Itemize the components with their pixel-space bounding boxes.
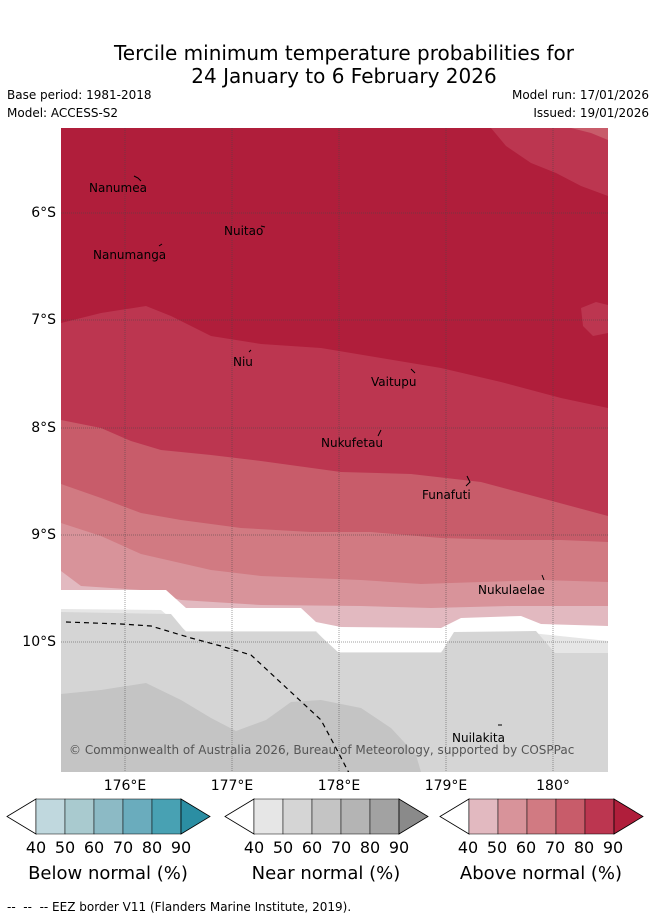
cb0-tick: 90 <box>170 838 192 857</box>
colorbar-low-extend <box>224 798 255 835</box>
island-nanumanga <box>158 243 163 247</box>
label-nukufetau: Nukufetau <box>321 436 383 450</box>
island-nanumea <box>133 175 142 182</box>
band-near-60 <box>61 683 421 772</box>
cb1-tick: 80 <box>359 838 381 857</box>
cb1-tick: 40 <box>243 838 265 857</box>
colorbar-high-extend <box>398 798 429 835</box>
cb1-tick: 50 <box>272 838 294 857</box>
lat-label-7s: 7°S <box>31 312 56 328</box>
band-above-80-ne <box>491 128 608 196</box>
cb0-tick: 60 <box>83 838 105 857</box>
colorbar-high-extend <box>613 798 644 835</box>
colorbar-segment <box>282 798 313 835</box>
colorbar-segment <box>93 798 124 835</box>
model-run: Model run: 17/01/2026 <box>511 88 649 102</box>
label-vaitupu: Vaitupu <box>371 375 417 389</box>
base-period: Base period: 1981-2018 <box>7 88 152 102</box>
lat-label-8s: 8°S <box>31 420 56 436</box>
colorbar-segment <box>64 798 95 835</box>
colorbar-segment <box>311 798 342 835</box>
patch-above-80 <box>581 302 608 336</box>
colorbar-segment <box>555 798 586 835</box>
colorbar-below-normal <box>6 798 211 835</box>
label-niu: Niu <box>233 355 253 369</box>
island-niu <box>248 349 252 353</box>
cb0-tick: 50 <box>54 838 76 857</box>
island-funafuti <box>465 475 471 487</box>
cb0-tick: 80 <box>141 838 163 857</box>
label-nanumea: Nanumea <box>89 181 147 195</box>
issued-date: Issued: 19/01/2026 <box>533 106 649 120</box>
islands <box>133 175 545 726</box>
above-normal-title: Above normal (%) <box>459 863 623 884</box>
island-nukulaelae <box>541 574 545 581</box>
colorbar-segment <box>253 798 284 835</box>
lat-label-6s: 6°S <box>31 205 56 221</box>
probability-map: Nanumea Nuitao Nanumanga Niu Vaitupu Nuk… <box>61 128 608 772</box>
cb2-tick: 40 <box>457 838 479 857</box>
label-nanumanga: Nanumanga <box>93 248 166 262</box>
cb1-tick: 60 <box>301 838 323 857</box>
colorbar-high-extend <box>180 798 211 835</box>
island-vaitupu <box>410 368 416 374</box>
cb2-tick: 70 <box>544 838 566 857</box>
eez-border-line <box>65 621 350 772</box>
cb0-tick: 70 <box>112 838 134 857</box>
colorbar-segment <box>584 798 615 835</box>
colorbar-segment <box>35 798 66 835</box>
model-name: Model: ACCESS-S2 <box>7 106 119 120</box>
island-nukufetau <box>377 429 382 437</box>
lon-label-179e: 179°E <box>424 778 468 794</box>
lat-label-9s: 9°S <box>31 527 56 543</box>
label-nukulaelae: Nukulaelae <box>478 583 545 597</box>
lon-label-180: 180° <box>536 778 570 794</box>
colorbars <box>6 798 644 835</box>
cb1-tick: 90 <box>388 838 410 857</box>
map-title-line2: 24 January to 6 February 2026 <box>191 64 497 88</box>
cb2-tick: 90 <box>602 838 624 857</box>
label-nuitao: Nuitao <box>224 224 263 238</box>
colorbar-above-normal <box>439 798 644 835</box>
colorbar-segment <box>340 798 371 835</box>
colorbar-near-normal <box>224 798 429 835</box>
colorbar-segment <box>151 798 182 835</box>
lon-label-176e: 176°E <box>103 778 147 794</box>
graticule <box>61 128 608 772</box>
cb2-tick: 50 <box>486 838 508 857</box>
colorbar-segment <box>526 798 557 835</box>
cb0-tick: 40 <box>25 838 47 857</box>
lon-label-178e: 178°E <box>317 778 361 794</box>
cb2-tick: 60 <box>515 838 537 857</box>
island-nuitao <box>260 225 266 228</box>
colorbar-low-extend <box>439 798 470 835</box>
colorbar-segment <box>369 798 400 835</box>
near-normal-title: Near normal (%) <box>251 863 401 884</box>
below-normal-title: Below normal (%) <box>28 863 188 884</box>
band-above-70-ne <box>571 128 608 140</box>
cb2-tick: 80 <box>573 838 595 857</box>
label-nuilakita: Nuilakita <box>452 731 505 745</box>
colorbar-segment <box>497 798 528 835</box>
colorbar-low-extend <box>6 798 37 835</box>
colorbar-segment <box>468 798 499 835</box>
lon-label-177e: 177°E <box>210 778 254 794</box>
label-funafuti: Funafuti <box>422 488 471 502</box>
lat-label-10s: 10°S <box>22 634 56 650</box>
colorbar-segment <box>122 798 153 835</box>
cb1-tick: 70 <box>330 838 352 857</box>
eez-legend: -- -- -- EEZ border V11 (Flanders Marine… <box>7 900 352 914</box>
copyright-text: © Commonwealth of Australia 2026, Bureau… <box>69 743 574 757</box>
map-title-line1: Tercile minimum temperature probabilitie… <box>113 41 575 65</box>
